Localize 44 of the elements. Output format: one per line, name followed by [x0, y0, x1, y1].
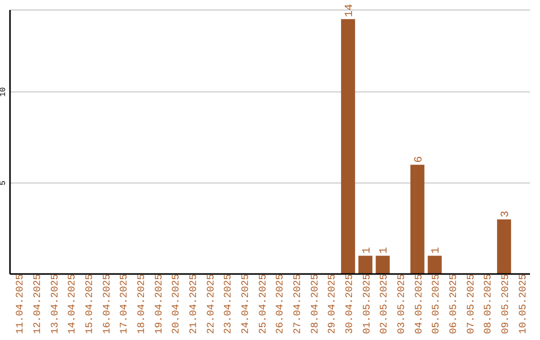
data-label: 1: [361, 246, 374, 254]
y-tick-label: 10: [0, 86, 8, 97]
x-tick-label: 15.04.2025: [85, 274, 96, 334]
x-tick-label: 02.05.2025: [380, 274, 391, 334]
x-tick-label: 21.04.2025: [189, 274, 200, 334]
x-tick-label: 09.05.2025: [501, 274, 512, 334]
x-tick-label: 23.04.2025: [224, 274, 235, 334]
x-tick-label: 28.04.2025: [310, 274, 322, 334]
bar: [358, 256, 372, 274]
x-tick-label: 13.04.2025: [50, 274, 62, 334]
x-tick-label: 12.04.2025: [33, 274, 44, 334]
x-tick-label: 16.04.2025: [102, 274, 114, 334]
x-tick-label: 18.04.2025: [137, 274, 148, 334]
data-label: 6: [413, 156, 426, 163]
bar: [428, 256, 442, 274]
x-tick-label: 30.04.2025: [345, 274, 356, 334]
x-tick-label: 27.04.2025: [293, 274, 304, 334]
x-tick-label: 06.05.2025: [449, 274, 460, 334]
x-tick-label: 26.04.2025: [276, 274, 287, 334]
x-tick-label: 03.05.2025: [397, 274, 408, 334]
bar: [376, 256, 390, 274]
y-tick-label: 5: [0, 180, 8, 186]
x-tick-label: 11.04.2025: [16, 274, 27, 334]
x-tick-label: 01.05.2025: [362, 274, 374, 334]
bar: [410, 164, 424, 274]
data-label: 3: [500, 210, 512, 218]
x-tick-label: 10.05.2025: [518, 274, 530, 334]
x-tick-label: 19.04.2025: [154, 274, 166, 334]
x-tick-label: 25.04.2025: [258, 274, 270, 334]
x-tick-label: 24.04.2025: [241, 274, 252, 334]
x-tick-label: 22.04.2025: [206, 274, 218, 334]
x-tick-label: 17.04.2025: [120, 274, 131, 334]
x-tick-label: 20.04.2025: [172, 274, 183, 334]
x-tick-label: 07.05.2025: [466, 274, 478, 334]
x-tick-label: 05.05.2025: [432, 274, 443, 334]
x-tick-label: 29.04.2025: [328, 274, 339, 334]
x-tick-label: 14.04.2025: [68, 274, 79, 334]
data-label: 14: [344, 4, 356, 18]
data-label: 1: [378, 246, 391, 254]
x-tick-label: 04.05.2025: [414, 274, 426, 334]
x-tick-label: 08.05.2025: [484, 274, 495, 334]
bar: [497, 219, 512, 274]
data-label: 1: [430, 246, 443, 254]
bar: [341, 19, 356, 274]
